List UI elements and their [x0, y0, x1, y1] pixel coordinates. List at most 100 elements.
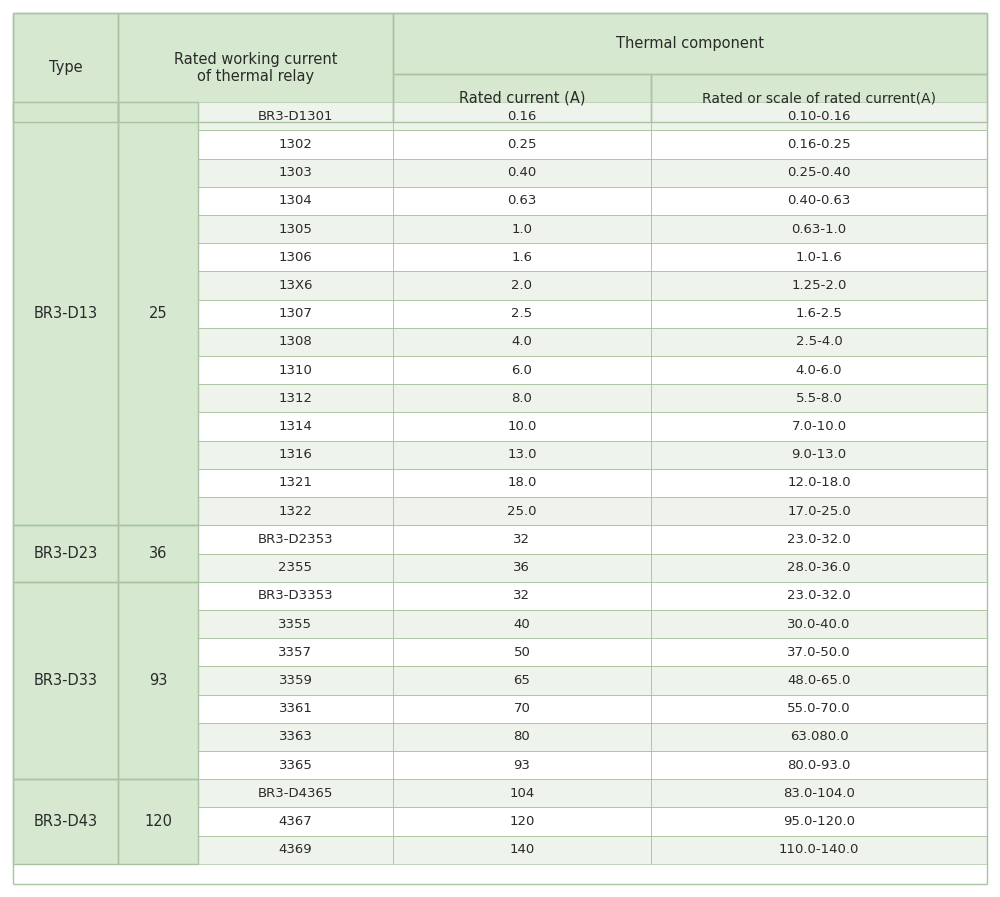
- Bar: [198, 553, 393, 582]
- Text: 1305: 1305: [279, 222, 312, 236]
- Bar: [393, 779, 651, 807]
- Text: 1322: 1322: [278, 505, 312, 518]
- Text: 0.25-0.40: 0.25-0.40: [787, 166, 851, 179]
- Text: 63.080.0: 63.080.0: [790, 730, 848, 744]
- Text: 70: 70: [513, 702, 530, 715]
- Text: 0.16: 0.16: [507, 109, 537, 123]
- Text: 3359: 3359: [279, 674, 312, 687]
- Bar: [198, 272, 393, 300]
- Bar: [118, 102, 198, 526]
- Bar: [651, 413, 987, 440]
- Bar: [651, 74, 987, 122]
- Bar: [651, 102, 987, 130]
- Bar: [198, 413, 393, 440]
- Text: 0.40: 0.40: [507, 166, 537, 179]
- Bar: [13, 13, 118, 122]
- Bar: [651, 497, 987, 526]
- Bar: [651, 272, 987, 300]
- Bar: [393, 526, 651, 553]
- Text: 80.0-93.0: 80.0-93.0: [787, 759, 851, 771]
- Text: BR3-D23: BR3-D23: [33, 546, 98, 561]
- Text: 37.0-50.0: 37.0-50.0: [787, 646, 851, 658]
- Bar: [651, 440, 987, 469]
- Text: 1.6: 1.6: [511, 251, 532, 264]
- Text: 65: 65: [513, 674, 530, 687]
- Bar: [198, 159, 393, 187]
- Text: 110.0-140.0: 110.0-140.0: [779, 843, 859, 856]
- Bar: [393, 130, 651, 159]
- Text: 32: 32: [513, 589, 530, 602]
- Bar: [393, 384, 651, 413]
- Bar: [198, 469, 393, 497]
- Bar: [198, 610, 393, 638]
- Text: 83.0-104.0: 83.0-104.0: [783, 787, 855, 800]
- Bar: [393, 723, 651, 751]
- Bar: [198, 836, 393, 864]
- Text: 3355: 3355: [278, 617, 312, 631]
- Text: BR3-D4365: BR3-D4365: [258, 787, 333, 800]
- Text: Thermal component: Thermal component: [616, 36, 764, 51]
- Bar: [198, 243, 393, 272]
- Bar: [651, 384, 987, 413]
- Text: 3365: 3365: [279, 759, 312, 771]
- Text: 4367: 4367: [279, 815, 312, 828]
- Text: 0.10-0.16: 0.10-0.16: [787, 109, 851, 123]
- Bar: [393, 102, 651, 130]
- Bar: [198, 187, 393, 215]
- Text: 12.0-18.0: 12.0-18.0: [787, 476, 851, 490]
- Text: 1307: 1307: [279, 308, 312, 320]
- Text: 1303: 1303: [279, 166, 312, 179]
- Bar: [651, 582, 987, 610]
- Bar: [393, 243, 651, 272]
- Text: 17.0-25.0: 17.0-25.0: [787, 505, 851, 518]
- Text: 2.5: 2.5: [511, 308, 532, 320]
- Text: 30.0-40.0: 30.0-40.0: [787, 617, 851, 631]
- Text: 40: 40: [514, 617, 530, 631]
- Text: 120: 120: [509, 815, 535, 828]
- Bar: [651, 130, 987, 159]
- Text: 23.0-32.0: 23.0-32.0: [787, 533, 851, 546]
- Text: 95.0-120.0: 95.0-120.0: [783, 815, 855, 828]
- Text: Type: Type: [49, 60, 82, 75]
- Text: 120: 120: [144, 814, 172, 829]
- Bar: [393, 440, 651, 469]
- Bar: [198, 751, 393, 779]
- Bar: [198, 384, 393, 413]
- Text: 0.63: 0.63: [507, 195, 537, 207]
- Text: 55.0-70.0: 55.0-70.0: [787, 702, 851, 715]
- Bar: [651, 327, 987, 356]
- Text: 48.0-65.0: 48.0-65.0: [787, 674, 851, 687]
- Bar: [198, 102, 393, 130]
- Text: Rated or scale of rated current(A): Rated or scale of rated current(A): [702, 91, 936, 105]
- Text: 140: 140: [509, 843, 535, 856]
- Text: 93: 93: [149, 673, 167, 688]
- Text: 104: 104: [509, 787, 535, 800]
- Text: 23.0-32.0: 23.0-32.0: [787, 589, 851, 602]
- Text: 6.0: 6.0: [511, 363, 532, 377]
- Text: 9.0-13.0: 9.0-13.0: [791, 448, 847, 461]
- Bar: [651, 215, 987, 243]
- Bar: [198, 779, 393, 807]
- Bar: [198, 130, 393, 159]
- Text: 4.0-6.0: 4.0-6.0: [796, 363, 842, 377]
- Text: 1304: 1304: [279, 195, 312, 207]
- Text: 0.40-0.63: 0.40-0.63: [787, 195, 851, 207]
- Text: 13.0: 13.0: [507, 448, 537, 461]
- Text: 1310: 1310: [279, 363, 312, 377]
- Bar: [118, 13, 393, 122]
- Bar: [393, 638, 651, 666]
- Bar: [393, 553, 651, 582]
- Bar: [393, 807, 651, 836]
- Bar: [393, 666, 651, 694]
- Bar: [651, 807, 987, 836]
- Text: BR3-D13: BR3-D13: [34, 306, 98, 321]
- Text: 4.0: 4.0: [511, 335, 532, 348]
- Text: 36: 36: [149, 546, 167, 561]
- Bar: [393, 187, 651, 215]
- Bar: [651, 638, 987, 666]
- Text: 93: 93: [513, 759, 530, 771]
- Text: 3363: 3363: [279, 730, 312, 744]
- Bar: [651, 300, 987, 327]
- Bar: [393, 356, 651, 384]
- Text: 25: 25: [149, 306, 167, 321]
